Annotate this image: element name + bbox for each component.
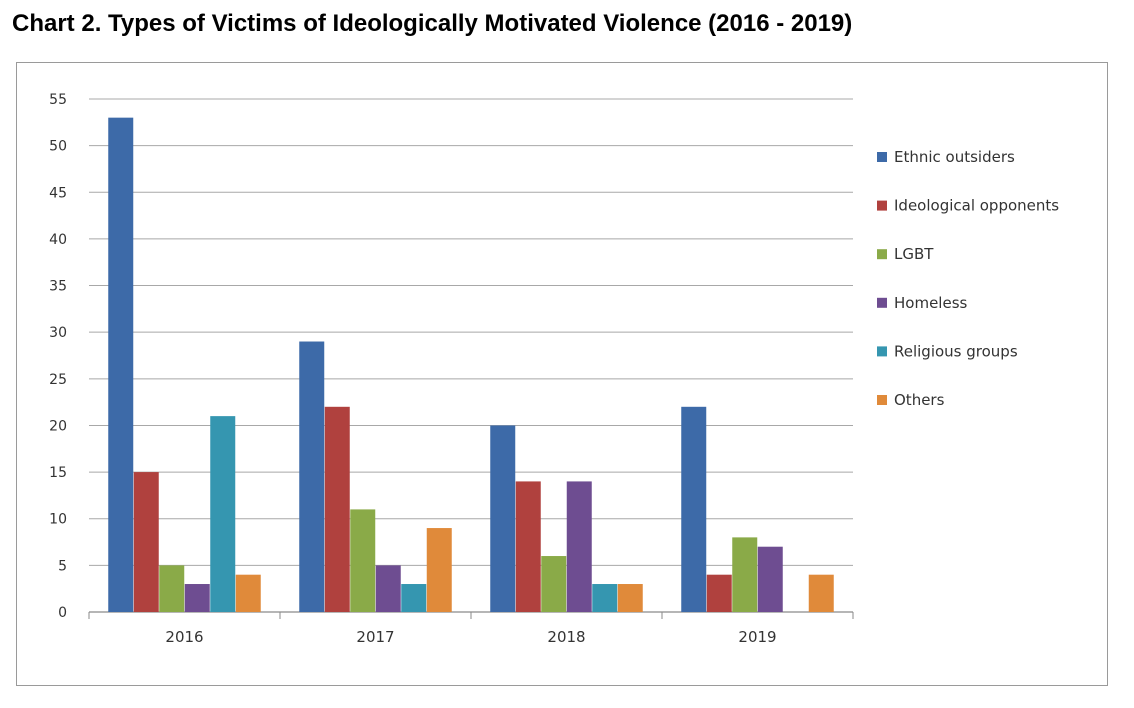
- x-tick-label: 2017: [356, 628, 394, 646]
- x-tick-label: 2019: [738, 628, 776, 646]
- bar-religious-groups-2017: [401, 584, 427, 612]
- y-tick-label: 40: [49, 232, 67, 248]
- legend-swatch: [877, 152, 887, 162]
- bar-religious-groups-2018: [592, 584, 618, 612]
- legend-label: LGBT: [894, 245, 934, 263]
- bar-religious-groups-2016: [210, 416, 236, 612]
- y-tick-label: 15: [49, 465, 67, 481]
- legend-label: Ideological opponents: [894, 197, 1059, 215]
- bar-lgbt-2019: [732, 537, 758, 612]
- bar-homeless-2018: [566, 481, 592, 612]
- legend: Ethnic outsiders Ideological opponents LGB…: [877, 148, 1059, 409]
- y-tick-label: 0: [58, 605, 67, 621]
- bar-ethnic-outsiders-2017: [299, 341, 325, 612]
- legend-label: Homeless: [894, 294, 968, 312]
- y-tick-label: 10: [49, 512, 67, 528]
- bar-others-2018: [617, 584, 643, 612]
- bar-homeless-2017: [375, 565, 401, 612]
- bar-lgbt-2017: [350, 509, 376, 612]
- bar-lgbt-2018: [541, 556, 567, 612]
- bar-ethnic-outsiders-2016: [108, 117, 134, 612]
- y-tick-label: 50: [49, 139, 67, 155]
- gridlines: [89, 98, 853, 613]
- legend-swatch: [877, 200, 887, 211]
- page-title: Chart 2. Types of Victims of Ideological…: [12, 10, 853, 37]
- bar-others-2017: [426, 528, 452, 612]
- legend-swatch: [877, 395, 887, 405]
- legend-label: Ethnic outsiders: [894, 148, 1015, 166]
- legend-label: Others: [894, 391, 945, 409]
- y-tick-label: 5: [58, 558, 67, 574]
- bar-lgbt-2016: [159, 565, 185, 612]
- bar-others-2019: [808, 574, 834, 612]
- bar-ideological-opponents-2018: [515, 481, 541, 612]
- bar-ideological-opponents-2017: [324, 406, 350, 612]
- y-tick-label: 20: [49, 418, 67, 434]
- bar-homeless-2016: [184, 584, 210, 612]
- y-tick-label: 55: [49, 92, 67, 108]
- legend-label: Religious groups: [894, 342, 1018, 360]
- y-tick-label: 25: [49, 372, 67, 388]
- bar-ethnic-outsiders-2018: [490, 425, 516, 612]
- chart-frame: 0 5 10 15 20 25 30 35 40 45 50 55 2016 2017 2018 2019 …: [16, 62, 1108, 686]
- x-tick-label: 2016: [165, 628, 203, 646]
- y-tick-label: 30: [49, 325, 67, 341]
- bar-ideological-opponents-2016: [133, 472, 159, 612]
- bar-homeless-2019: [757, 546, 783, 612]
- y-tick-label: 35: [49, 279, 67, 295]
- bars: [108, 117, 834, 612]
- legend-swatch: [877, 297, 887, 308]
- y-axis-ticks: 0 5 10 15 20 25 30 35 40 45 50 55: [49, 92, 67, 621]
- y-tick-label: 45: [49, 185, 67, 201]
- legend-swatch: [877, 346, 887, 357]
- legend-swatch: [877, 249, 887, 260]
- bar-ideological-opponents-2019: [706, 574, 732, 612]
- bar-others-2016: [235, 574, 261, 612]
- bar-ethnic-outsiders-2019: [681, 406, 707, 612]
- x-axis: 2016 2017 2018 2019: [88, 612, 854, 646]
- x-tick-label: 2018: [547, 628, 585, 646]
